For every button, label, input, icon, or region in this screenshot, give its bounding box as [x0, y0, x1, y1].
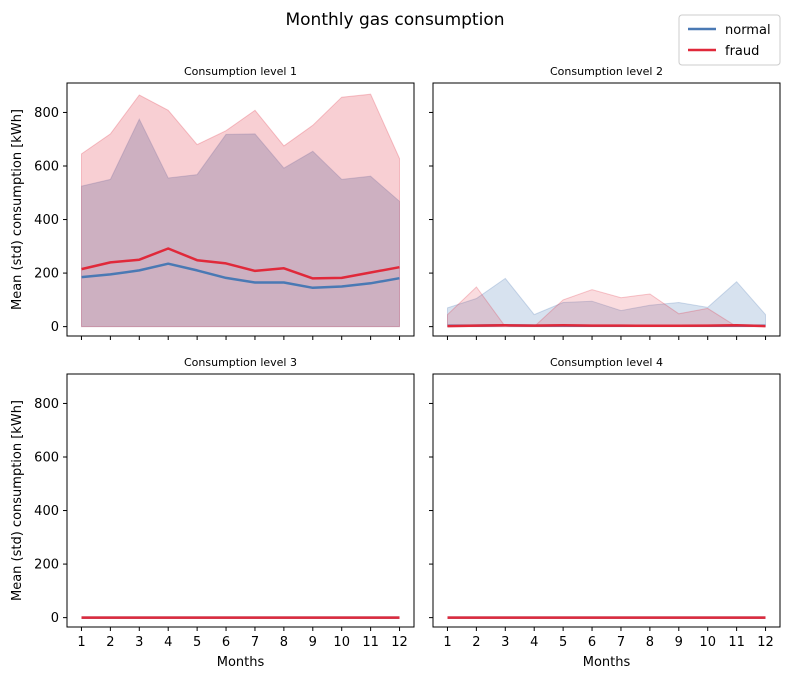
- y-tick-label: 800: [34, 106, 59, 121]
- legend-label-normal: normal: [725, 23, 771, 38]
- panel-title: Consumption level 4: [550, 356, 663, 369]
- y-tick-label: 0: [51, 611, 59, 626]
- mean-line-fraud: [447, 324, 766, 328]
- x-tick-label: 11: [728, 635, 745, 650]
- x-tick-label: 3: [501, 635, 509, 650]
- x-tick-label: 6: [222, 635, 230, 650]
- y-tick-label: 400: [34, 213, 59, 228]
- x-tick-label: 1: [443, 635, 451, 650]
- panel-frame: [432, 373, 781, 628]
- legend-label-fraud: fraud: [725, 44, 759, 59]
- x-tick-label: 11: [362, 635, 379, 650]
- panel-frame: [432, 82, 781, 337]
- x-tick-label: 5: [193, 635, 201, 650]
- y-tick-label: 800: [34, 397, 59, 412]
- panel-frame: [66, 373, 415, 628]
- panel-title: Consumption level 2: [550, 65, 663, 78]
- panel-2: Consumption level 2: [429, 65, 781, 340]
- x-tick-label: 7: [251, 635, 259, 650]
- x-tick-label: 2: [472, 635, 480, 650]
- mean-line-fraud: [81, 247, 400, 280]
- chart-title: Monthly gas consumption: [285, 10, 504, 30]
- x-tick-label: 8: [646, 635, 654, 650]
- panel-title: Consumption level 3: [184, 356, 297, 369]
- x-tick-label: 9: [309, 635, 317, 650]
- x-tick-label: 7: [617, 635, 625, 650]
- y-tick-label: 200: [34, 267, 59, 282]
- y-tick-label: 400: [34, 504, 59, 519]
- panel-1: Consumption level 1 0 200 400 600 800 Mean (st…: [10, 65, 415, 340]
- x-tick-label: 10: [333, 635, 350, 650]
- x-tick-label: 6: [588, 635, 596, 650]
- mean-line-normal: [81, 262, 400, 290]
- x-tick-label: 12: [757, 635, 774, 650]
- x-tick-label: 10: [699, 635, 716, 650]
- x-tick-label: 12: [391, 635, 408, 650]
- x-tick-label: 4: [530, 635, 538, 650]
- y-axis-label: Mean (std) consumption [kWh]: [10, 109, 25, 310]
- legend-frame: [678, 14, 781, 66]
- x-tick-label: 5: [559, 635, 567, 650]
- std-band-fraud: [81, 93, 400, 328]
- x-tick-label: 2: [106, 635, 114, 650]
- panels: Consumption level 1 0 200 400 600 800 Mean (st…: [10, 65, 781, 670]
- x-tick-label: 8: [280, 635, 288, 650]
- x-axis-label: Months: [217, 655, 265, 670]
- y-tick-label: 600: [34, 159, 59, 174]
- x-tick-label: 1: [77, 635, 85, 650]
- y-tick-label: 0: [51, 320, 59, 335]
- x-tick-label: 4: [164, 635, 172, 650]
- x-tick-label: 3: [135, 635, 143, 650]
- std-band-normal: [81, 117, 400, 328]
- y-tick-label: 200: [34, 558, 59, 573]
- x-axis-label: Months: [583, 655, 631, 670]
- y-axis-label: Mean (std) consumption [kWh]: [10, 400, 25, 601]
- panel-frame: [66, 82, 415, 337]
- x-tick-label: 9: [675, 635, 683, 650]
- panel-title: Consumption level 1: [184, 65, 297, 78]
- legend: normal fraud: [678, 14, 781, 66]
- y-tick-label: 600: [34, 450, 59, 465]
